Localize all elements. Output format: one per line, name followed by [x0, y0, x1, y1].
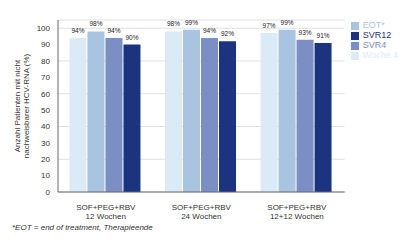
- html-text:Woche 4: Woche 4: [362, 50, 398, 60]
- html-text:SVR12: SVR12: [362, 30, 392, 40]
- svg-text:Anzahl Patienten mit nichtnach: Anzahl Patienten mit nichtnachweisbarer …: [13, 53, 31, 158]
- svg-text:99%: 99%: [185, 19, 198, 26]
- html-text:*EOT = end of treatment, Thera: *EOT = end of treatment, Therapieende: [12, 223, 153, 232]
- svg-text:100: 100: [37, 24, 51, 33]
- svg-text:0: 0: [46, 188, 51, 197]
- svg-text:60: 60: [41, 90, 50, 99]
- svg-text:92%: 92%: [221, 30, 234, 37]
- svg-text:94%: 94%: [203, 27, 216, 34]
- svg-text:98%: 98%: [89, 20, 102, 27]
- html-text:EOT*: EOT*: [362, 20, 385, 30]
- svg-text:20: 20: [41, 155, 50, 164]
- svg-text:94%: 94%: [107, 27, 120, 34]
- svg-text:93%: 93%: [299, 29, 312, 36]
- svg-text:98%: 98%: [167, 20, 180, 27]
- svg-text:94%: 94%: [71, 27, 84, 34]
- svg-text:10: 10: [41, 171, 50, 180]
- svg-text:97%: 97%: [263, 22, 276, 29]
- svg-text:91%: 91%: [317, 32, 330, 39]
- svg-text:50: 50: [41, 106, 50, 115]
- svg-text:80: 80: [41, 57, 50, 66]
- svg-text:99%: 99%: [281, 19, 294, 26]
- svg-text:40: 40: [41, 122, 50, 131]
- svg-text:90: 90: [41, 40, 50, 49]
- html-text:SVR4: SVR4: [362, 40, 387, 50]
- svg-text:SOF+PEG+RBV12+12 Wochen: SOF+PEG+RBV12+12 Wochen: [267, 203, 327, 221]
- svg-text:SOF+PEG+RBV12 Wochen: SOF+PEG+RBV12 Wochen: [76, 203, 136, 221]
- svg-text:90%: 90%: [125, 34, 138, 41]
- svg-text:SOF+PEG+RBV24 Wochen: SOF+PEG+RBV24 Wochen: [172, 203, 232, 221]
- svg-text:70: 70: [41, 73, 50, 82]
- svg-text:30: 30: [41, 139, 50, 148]
